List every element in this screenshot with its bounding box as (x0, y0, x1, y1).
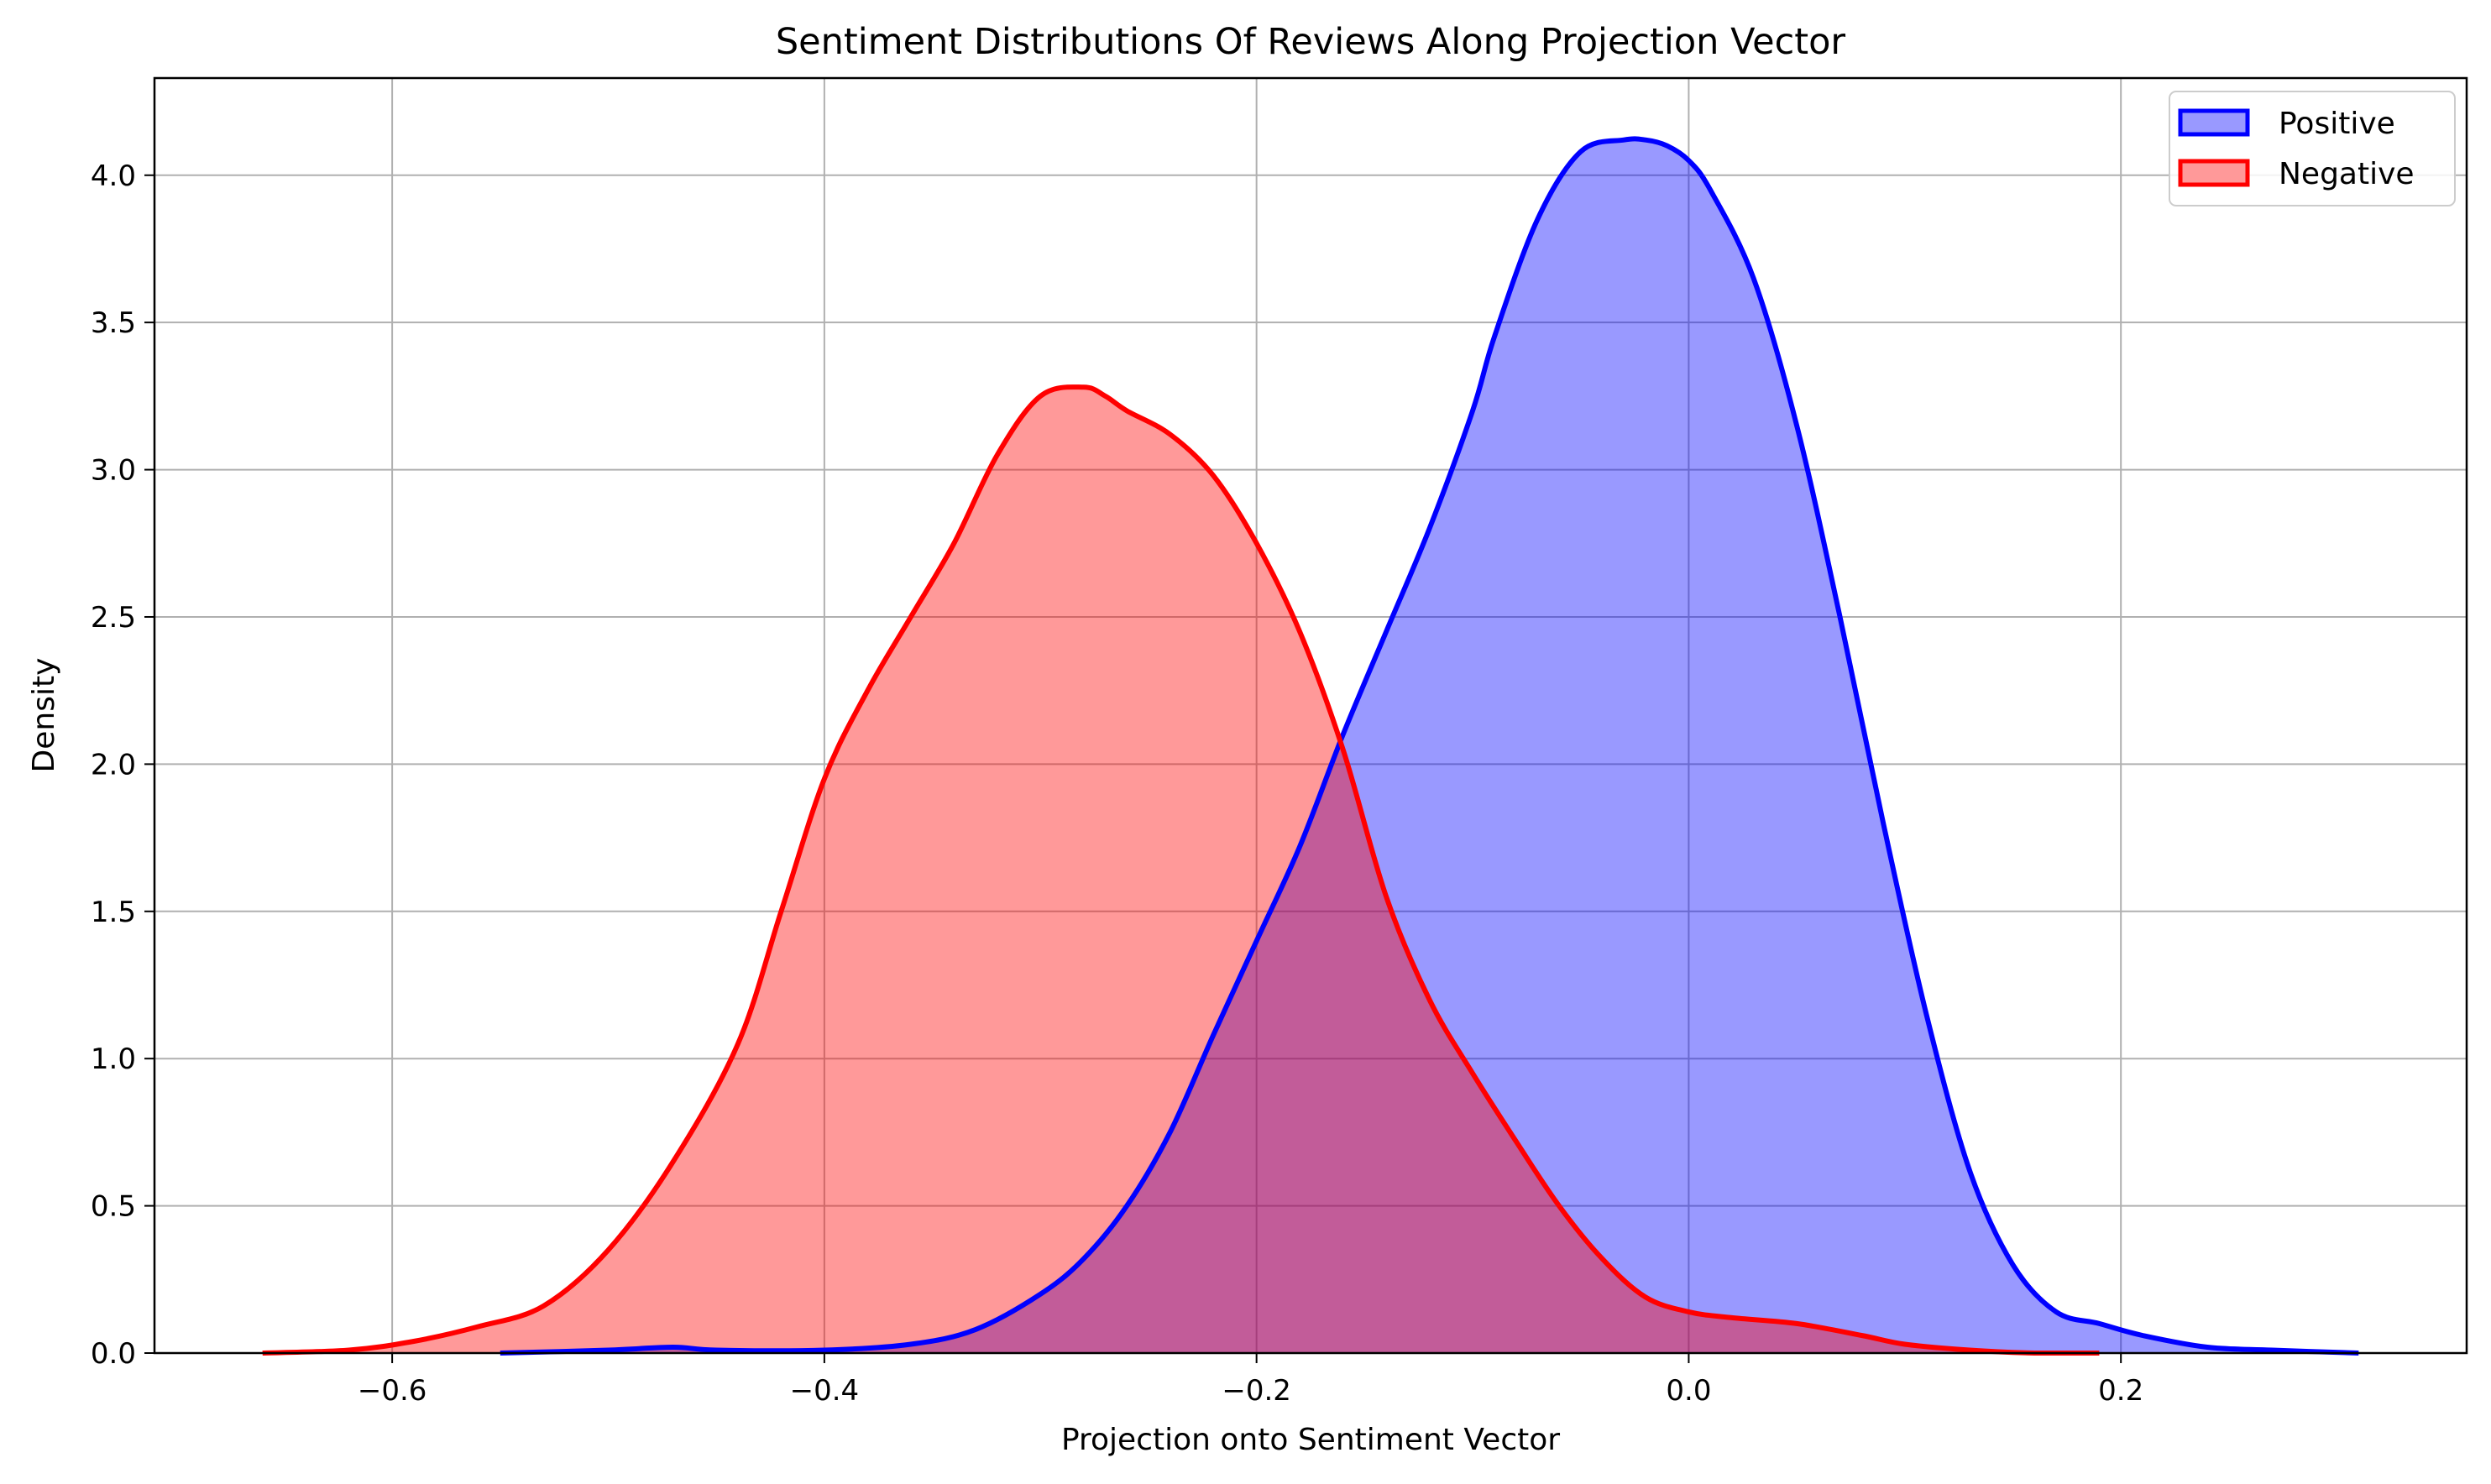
y-tick-label: 2.0 (91, 748, 136, 781)
x-tick-label: −0.6 (358, 1374, 427, 1408)
y-axis-label: Density (27, 658, 61, 773)
y-tick-label: 3.5 (91, 306, 136, 340)
ticks: −0.6 −0.4 −0.2 0.0 0.2 0.0 0.5 1.0 1.5 2.0 2.5 3.0 3… (91, 159, 2143, 1408)
legend-label-negative: Negative (2279, 157, 2415, 191)
series-layer (262, 136, 2359, 1356)
legend-swatch-negative (2178, 159, 2250, 187)
y-tick-label: 0.0 (91, 1337, 136, 1371)
y-tick-label: 1.5 (91, 896, 136, 929)
plot-frame (153, 76, 2468, 1355)
y-tick-label: 4.0 (91, 159, 136, 193)
grid (154, 78, 2467, 1354)
x-tick-label: −0.2 (1222, 1374, 1291, 1408)
y-tick-label: 1.0 (91, 1042, 136, 1076)
x-tick-label: 0.2 (2098, 1374, 2143, 1408)
y-tick-label: 3.0 (91, 454, 136, 488)
positive-line (500, 136, 2359, 1356)
x-tick-label: −0.4 (790, 1374, 860, 1408)
legend-swatch-positive (2178, 108, 2250, 137)
x-tick-label: 0.0 (1666, 1374, 1711, 1408)
legend-label-positive: Positive (2279, 107, 2395, 141)
negative-line (262, 384, 2100, 1356)
positive-area (500, 138, 2359, 1354)
chart-title: Sentiment Distributions Of Reviews Along… (776, 21, 1846, 63)
x-axis-label: Projection onto Sentiment Vector (1061, 1423, 1560, 1457)
negative-area (262, 387, 2100, 1353)
legend: Positive Negative (2169, 91, 2456, 206)
y-tick-label: 2.5 (91, 601, 136, 635)
y-tick-label: 0.5 (91, 1190, 136, 1224)
